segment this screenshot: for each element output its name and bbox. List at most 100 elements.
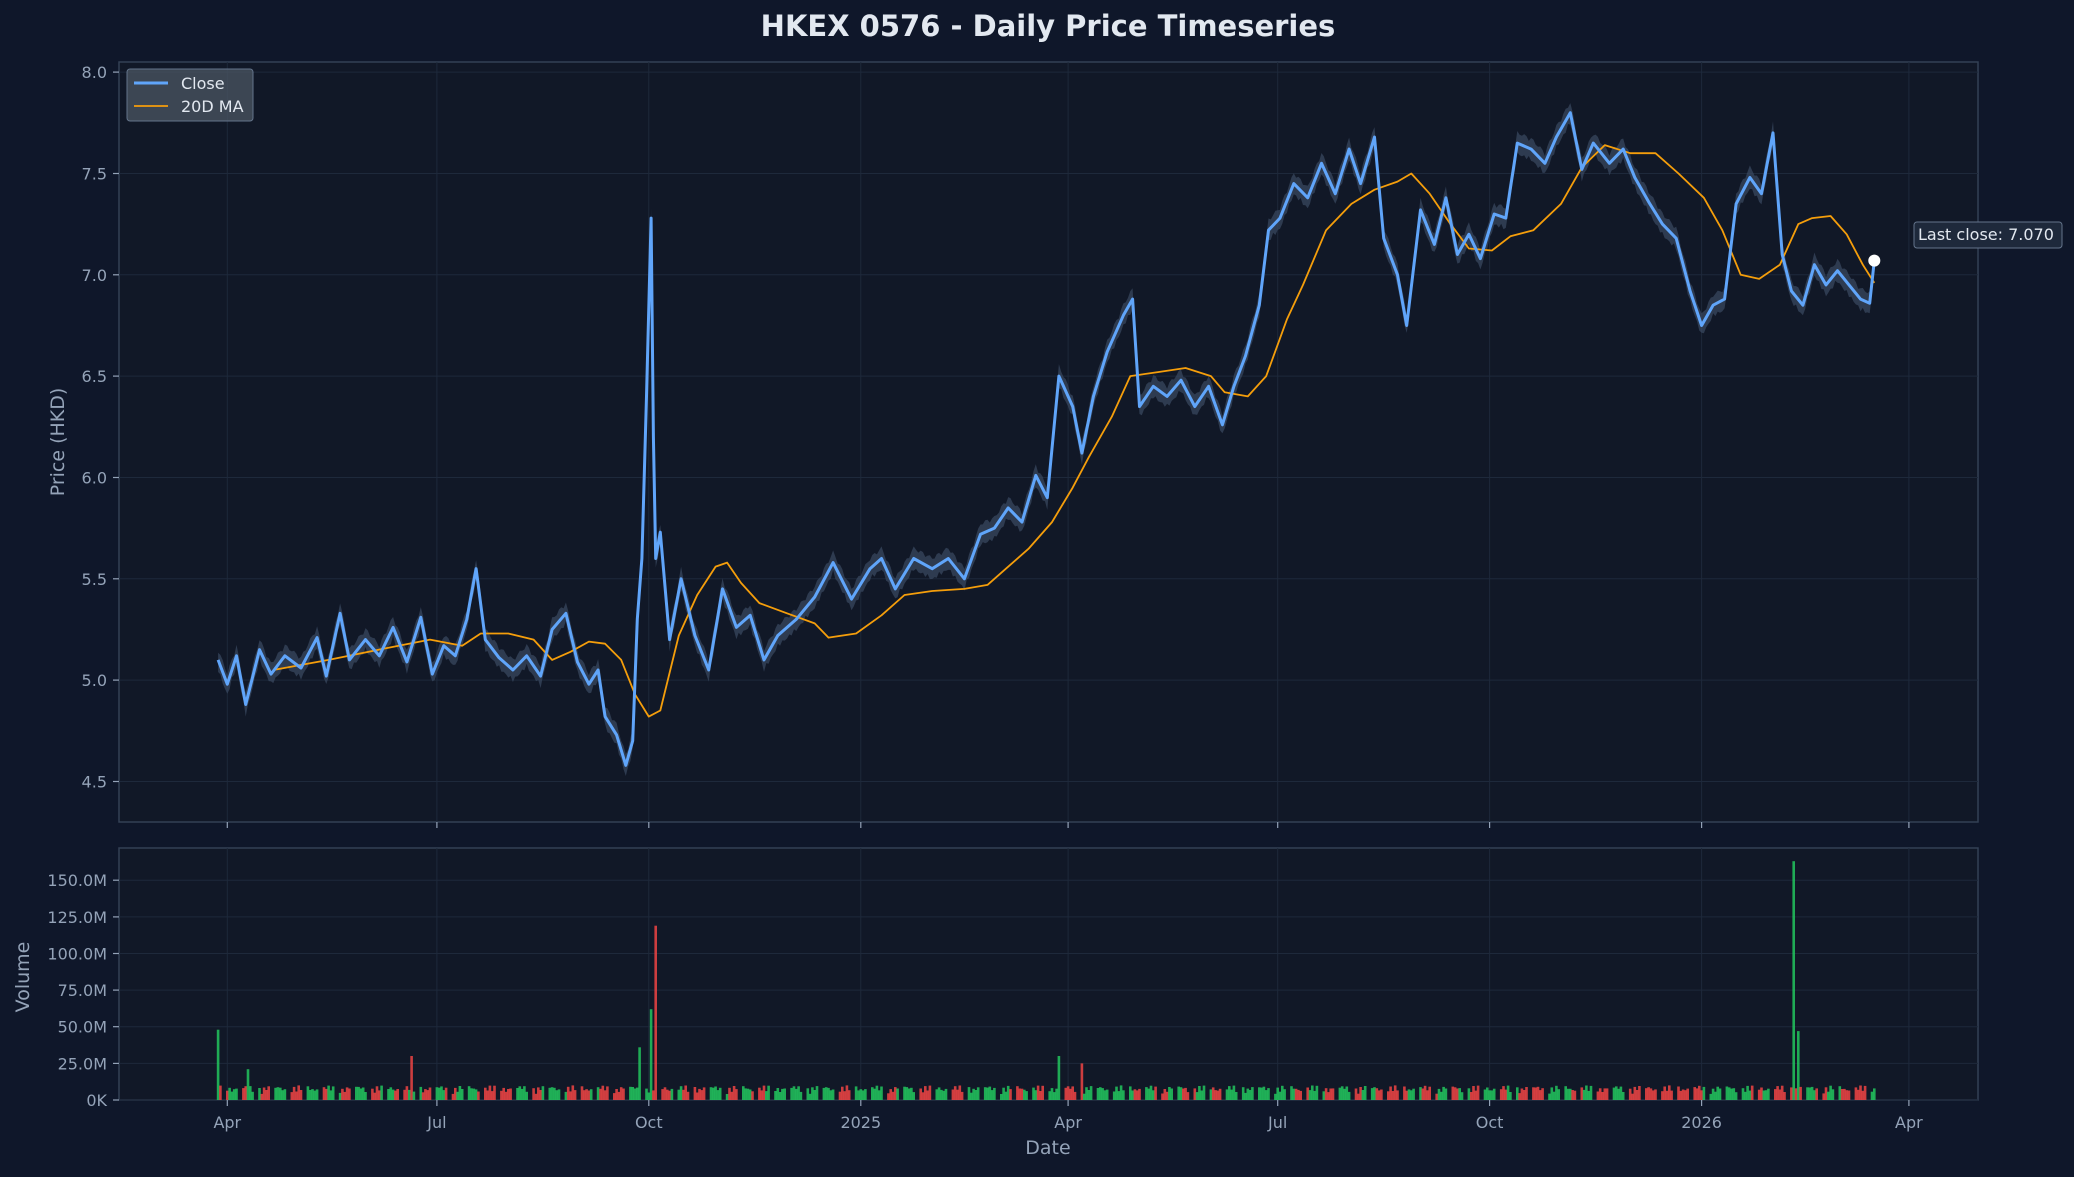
volume-bar: [808, 1093, 812, 1100]
volume-bar: [451, 1093, 455, 1100]
volume-bar: [1020, 1088, 1024, 1100]
volume-bar: [1555, 1085, 1558, 1100]
volume-bar: [1456, 1088, 1459, 1100]
volume-bar: [391, 1089, 395, 1100]
legend[interactable]: Close 20D MA: [126, 68, 254, 122]
volume-bar: [1099, 1087, 1102, 1100]
volume-bar: [1603, 1088, 1607, 1100]
volume-bar: [219, 1085, 222, 1100]
volume-bar: [813, 1090, 816, 1100]
volume-bar: [907, 1088, 911, 1100]
volume-bar: [343, 1091, 347, 1100]
volume-bar: [1861, 1090, 1865, 1100]
volume-bar: [1407, 1089, 1411, 1100]
volume-bar: [1619, 1086, 1623, 1100]
volume-bar: [972, 1088, 975, 1100]
volume-bar: [951, 1089, 955, 1100]
volume-bar: [1741, 1088, 1745, 1100]
volume-bar: [1147, 1088, 1150, 1100]
volume-bar: [1442, 1086, 1445, 1100]
volume-bar: [1389, 1086, 1392, 1100]
volume-bar: [1018, 1088, 1021, 1100]
volume-bar: [440, 1086, 443, 1100]
volume-bar: [645, 1088, 648, 1100]
volume-bar: [795, 1088, 798, 1100]
volume-bar: [1177, 1086, 1180, 1100]
volume-bar: [484, 1087, 487, 1100]
volume-bar: [569, 1091, 572, 1100]
volume-bar: [854, 1086, 858, 1100]
volume-bar: [1322, 1091, 1326, 1100]
volume-bar: [534, 1093, 538, 1100]
volume-bar: [1161, 1093, 1164, 1100]
volume-bar: [649, 1009, 653, 1100]
volume-bar: [988, 1086, 992, 1100]
volume-bar: [1225, 1089, 1229, 1100]
volume-bar: [1380, 1089, 1383, 1100]
price-grid: [119, 62, 1978, 822]
volume-bar: [1873, 1088, 1876, 1100]
volume-bar: [1423, 1085, 1427, 1100]
volume-bar: [1571, 1090, 1574, 1100]
volume-bar: [1506, 1085, 1510, 1100]
volume-bar: [629, 1086, 632, 1100]
volume-bar: [1232, 1085, 1236, 1100]
volume-bar: [1709, 1093, 1713, 1100]
volume-bar: [894, 1087, 897, 1100]
volume-bar: [541, 1086, 545, 1100]
volume-bar: [1218, 1088, 1222, 1100]
volume-bar: [1421, 1088, 1425, 1100]
volume-bar: [677, 1089, 681, 1100]
volume-bar: [1200, 1090, 1203, 1100]
volume-bar: [518, 1086, 522, 1100]
volume-bar: [1036, 1085, 1040, 1100]
volume-bar: [1343, 1088, 1346, 1100]
volume-bar: [682, 1089, 685, 1100]
volume-bar: [1557, 1089, 1560, 1100]
volume-bar: [847, 1090, 851, 1100]
volume-bar: [1195, 1092, 1199, 1100]
volume-bar: [861, 1090, 865, 1100]
volume-bar: [748, 1089, 752, 1100]
volume-bar: [1645, 1088, 1648, 1100]
volume-bar: [831, 1089, 835, 1100]
volume-bar: [387, 1089, 390, 1100]
volume-bar: [1681, 1089, 1685, 1100]
volume-bar: [1605, 1088, 1609, 1100]
volume-bar: [1792, 861, 1795, 1100]
volume-bar: [373, 1092, 376, 1100]
volume-bar: [1453, 1087, 1457, 1100]
volume-bar: [806, 1088, 810, 1100]
volume-bar: [1668, 1085, 1671, 1100]
volume-bar: [728, 1087, 731, 1100]
volume-bar: [249, 1086, 252, 1100]
volume-bar: [1085, 1087, 1088, 1100]
volume-bar: [341, 1088, 344, 1100]
volume-bar: [799, 1091, 803, 1100]
volume-bar: [1628, 1088, 1632, 1100]
volume-bar: [1635, 1090, 1639, 1100]
volume-bar: [762, 1085, 766, 1100]
volume-bar: [1863, 1085, 1867, 1100]
volume-bar: [1105, 1089, 1109, 1100]
volume-y-ticks: 0K 25.0M 50.0M 75.0M 100.0M 125.0M 150.0M: [47, 871, 119, 1110]
volume-bar: [1598, 1088, 1602, 1100]
volume-bar: [1566, 1088, 1570, 1100]
volume-bar: [295, 1091, 298, 1100]
volume-bar: [500, 1090, 503, 1100]
volume-bar: [783, 1088, 786, 1100]
volume-bar: [251, 1091, 254, 1100]
volume-bar: [983, 1087, 987, 1100]
volume-bar: [1262, 1086, 1266, 1100]
volume-y-tick-label: 150.0M: [47, 871, 107, 890]
volume-bar: [631, 1087, 634, 1100]
volume-bar: [827, 1087, 830, 1100]
volume-bar: [859, 1089, 863, 1100]
volume-bar: [838, 1091, 842, 1100]
volume-bar: [1783, 1092, 1786, 1100]
volume-bar: [824, 1087, 828, 1100]
volume-bar: [1039, 1091, 1042, 1100]
x-tick-label: Jul: [426, 1113, 446, 1132]
volume-bar: [1064, 1087, 1068, 1100]
volume-bar: [1244, 1092, 1247, 1100]
